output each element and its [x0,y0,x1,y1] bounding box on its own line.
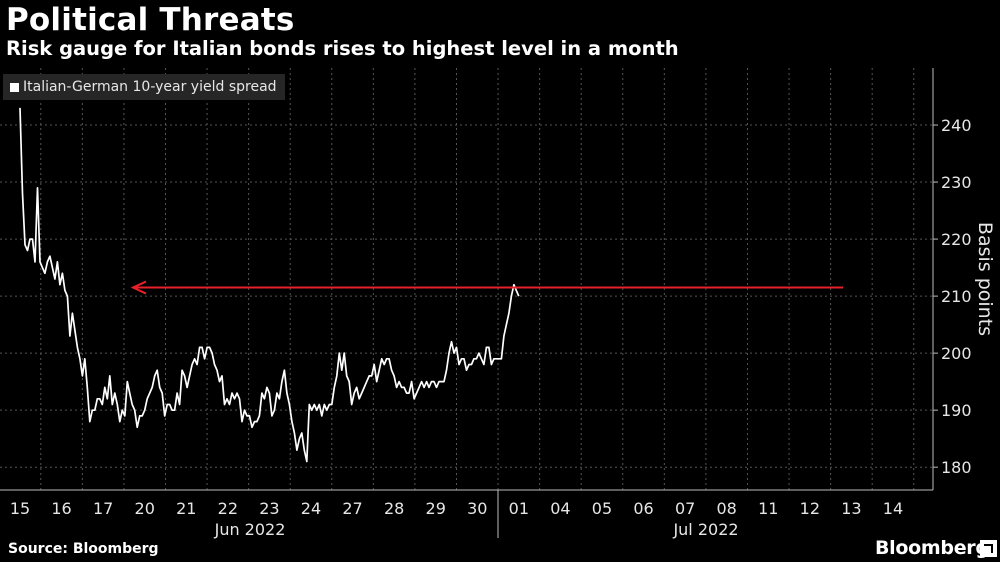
chart-title: Political Threats [6,2,295,38]
x-tick-label: 23 [259,499,279,518]
x-tick-label: 16 [51,499,71,518]
x-group-label: Jun 2022 [214,520,286,539]
x-tick-label: 17 [93,499,113,518]
legend-swatch [10,82,19,92]
x-tick-label: 04 [550,499,570,518]
y-tick-label: 200 [941,344,972,363]
x-tick-label: 28 [384,499,404,518]
x-tick-label: 01 [509,499,529,518]
x-tick-label: 29 [426,499,446,518]
y-tick-label: 210 [941,287,972,306]
y-tick-label: 230 [941,173,972,192]
y-tick-label: 180 [941,458,972,477]
y-axis-label: Basis points [974,222,996,336]
bloomberg-mark-icon [980,540,997,557]
chart-subtitle: Risk gauge for Italian bonds rises to hi… [6,37,679,60]
x-tick-label: 12 [800,499,820,518]
x-tick-label: 08 [717,499,737,518]
x-tick-label: 14 [883,499,903,518]
source-note: Source: Bloomberg [8,541,159,557]
x-tick-label: 30 [467,499,487,518]
x-tick-label: 20 [135,499,155,518]
x-tick-label: 24 [301,499,321,518]
y-tick-label: 220 [941,230,972,249]
x-tick-label: 11 [758,499,778,518]
legend: Italian-German 10-year yield spread [3,74,285,100]
y-tick-label: 240 [941,116,972,135]
x-tick-label: 07 [675,499,695,518]
bloomberg-logo: Bloomberg [875,537,989,559]
legend-label: Italian-German 10-year yield spread [23,79,277,95]
series-line [19,107,520,463]
x-tick-label: 06 [633,499,653,518]
x-tick-label: 21 [176,499,196,518]
x-group-label: Jul 2022 [672,520,738,539]
x-tick-label: 22 [218,499,238,518]
x-tick-label: 13 [841,499,861,518]
x-tick-label: 27 [342,499,362,518]
arrow-head [130,280,147,295]
y-tick-label: 190 [941,401,972,420]
x-tick-label: 05 [592,499,612,518]
x-tick-label: 15 [10,499,30,518]
